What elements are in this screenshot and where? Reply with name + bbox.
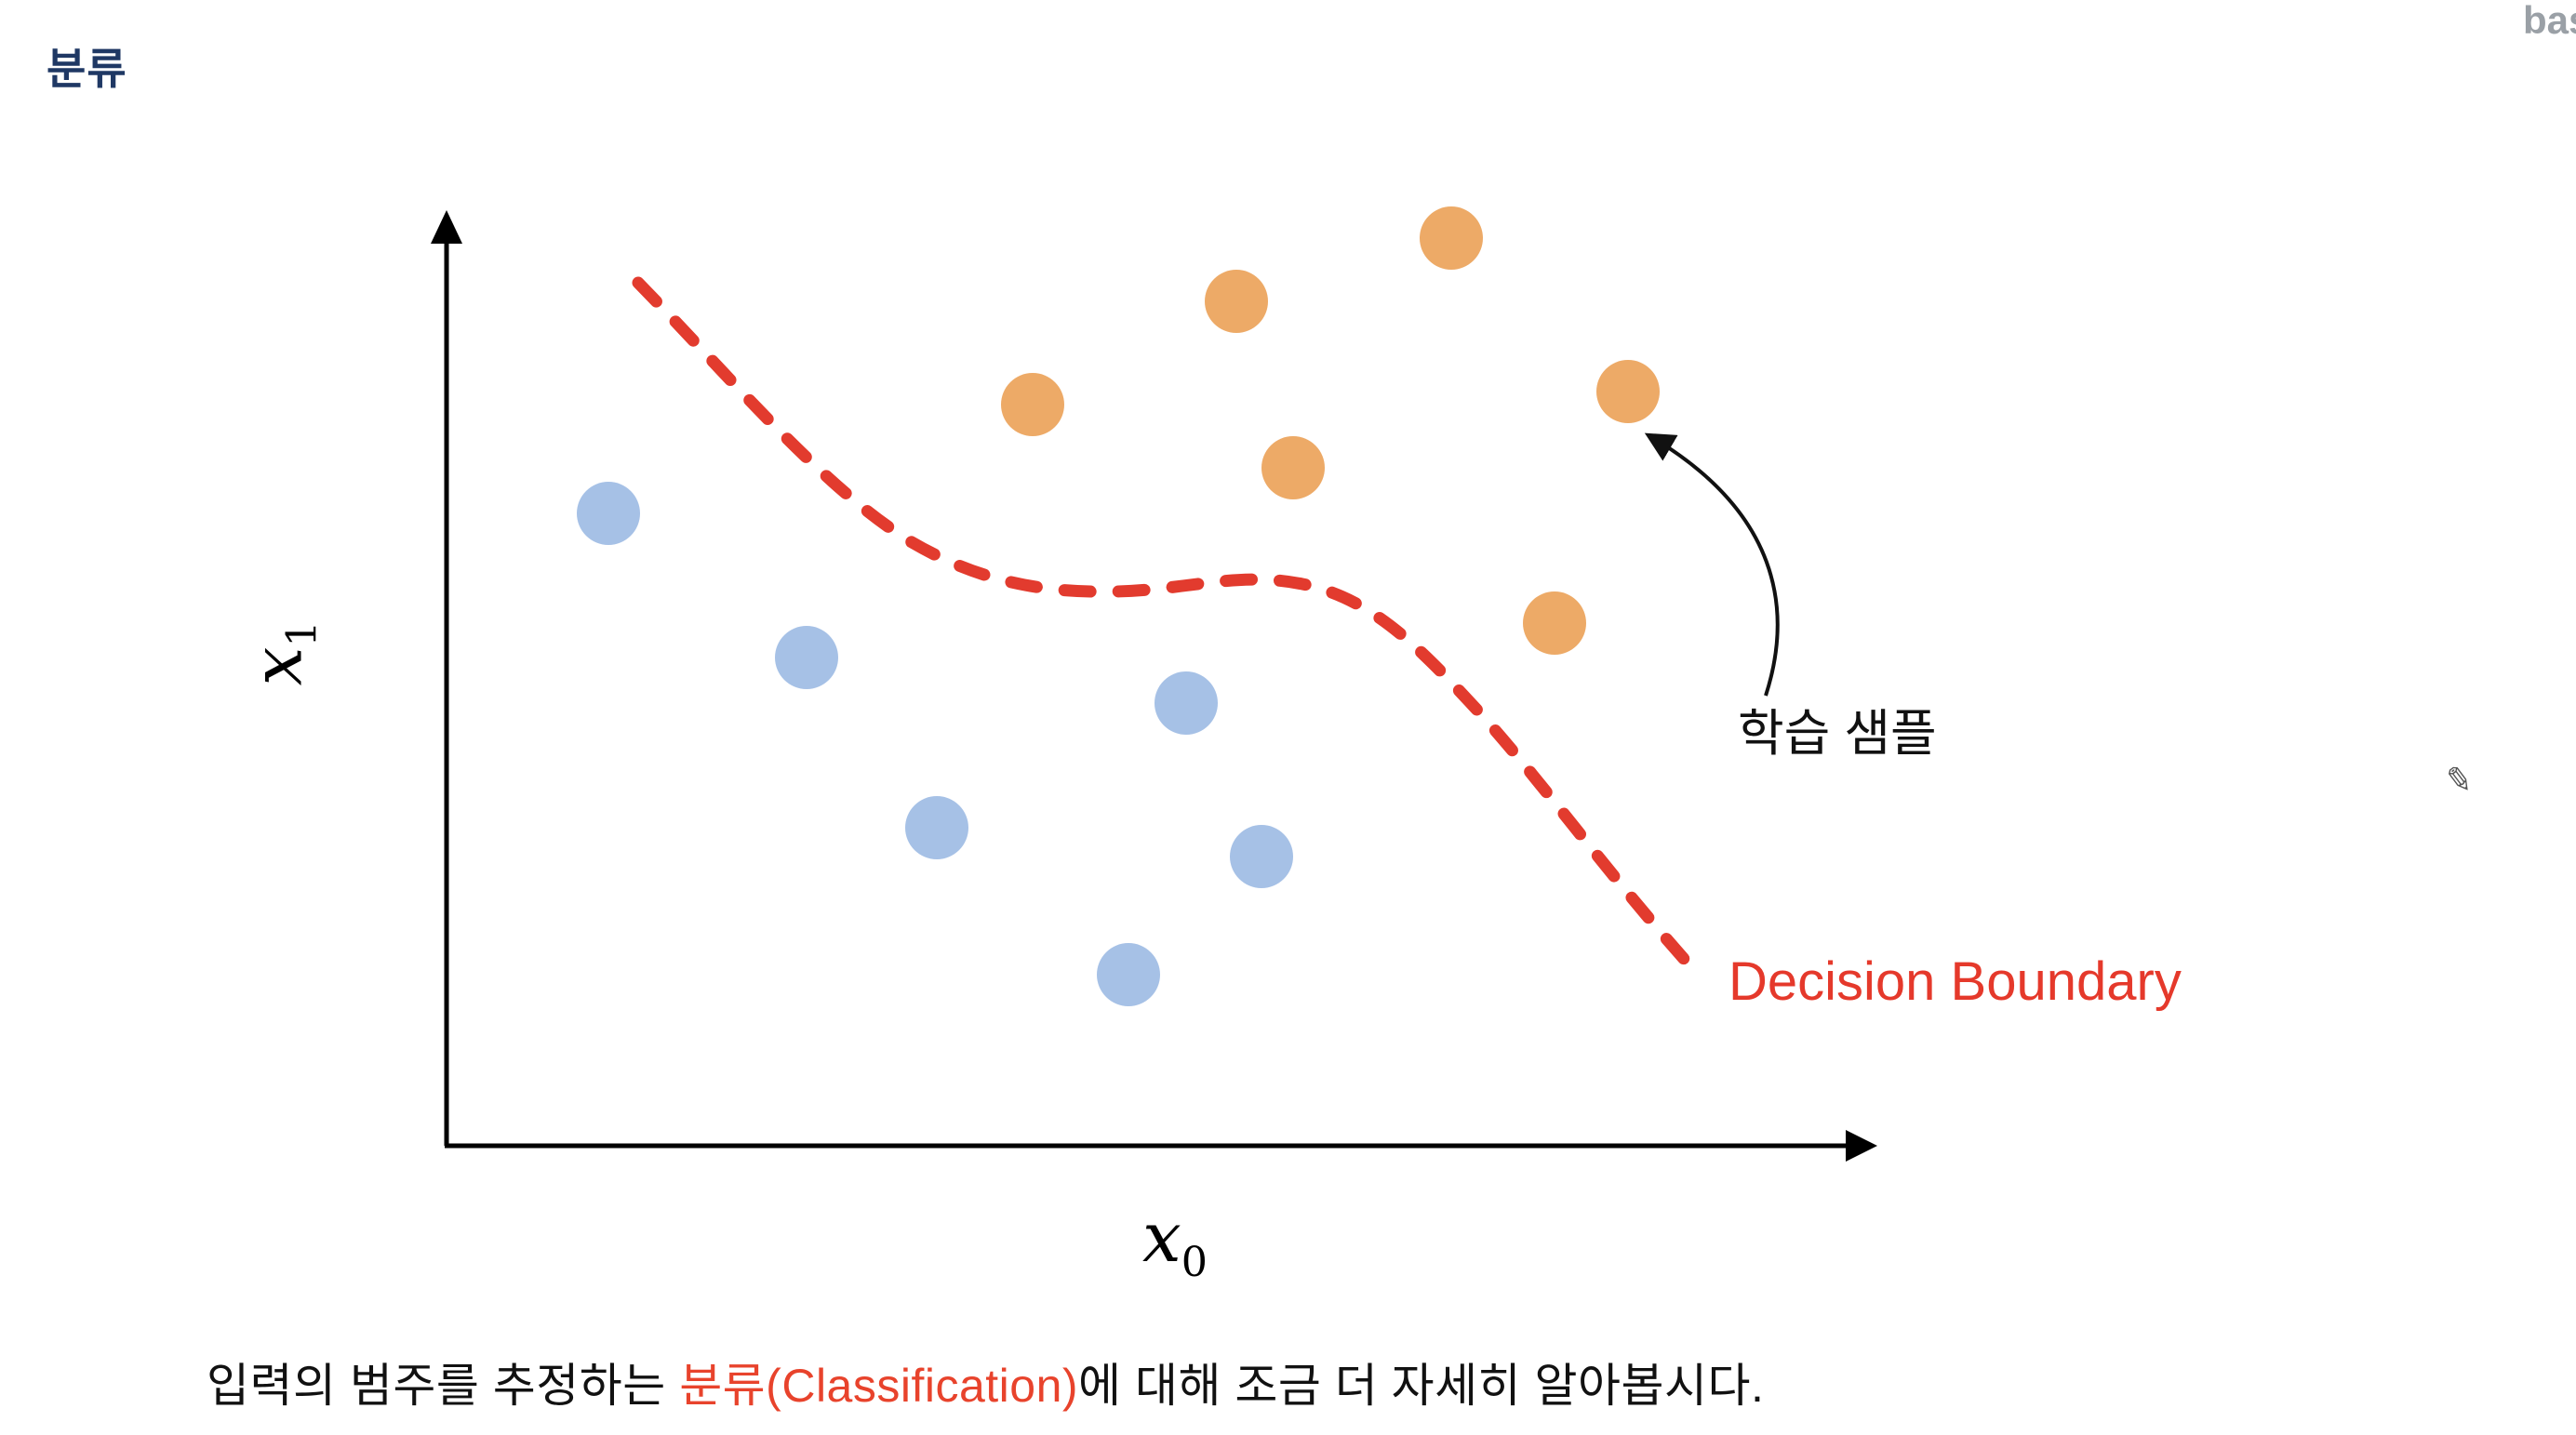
pen-cursor-icon: ✎ <box>2442 759 2476 801</box>
decision-boundary-label: Decision Boundary <box>1728 951 2182 1012</box>
class-blue-point <box>577 482 640 545</box>
class-orange-point <box>1205 270 1268 333</box>
class-blue-point <box>1155 671 1218 735</box>
training-sample-label: 학습 샘플 <box>1738 706 1937 762</box>
class-blue-point <box>1097 943 1160 1006</box>
x-axis-label-subscript: 0 <box>1181 1238 1208 1286</box>
watermark-text: bas <box>2523 0 2576 42</box>
x-axis-label: x0 <box>1142 1198 1208 1286</box>
y-axis-label-base: x <box>237 646 318 686</box>
caption-suffix: 에 대해 조금 더 자세히 알아봅시다. <box>1078 1360 1765 1412</box>
class-orange-point <box>1261 436 1325 499</box>
caption-highlight: 분류(Classification) <box>679 1360 1079 1412</box>
class-blue-point <box>1230 825 1293 888</box>
decision-boundary-curve <box>632 276 1698 974</box>
class-orange-point <box>1420 206 1483 270</box>
y-axis-arrowhead-icon <box>431 210 462 244</box>
class-orange-point <box>1001 373 1064 436</box>
class-blue-points <box>577 482 1293 1006</box>
class-orange-point <box>1596 360 1660 423</box>
class-orange-point <box>1523 591 1586 655</box>
class-orange-points <box>1001 206 1660 655</box>
caption-sentence: 입력의 범주를 추정하는 분류(Classification)에 대해 조금 더… <box>207 1349 1764 1415</box>
class-blue-point <box>775 626 838 689</box>
caption-prefix: 입력의 범주를 추정하는 <box>207 1360 680 1412</box>
page-title: 분류 <box>47 45 127 93</box>
x-axis-label-base: x <box>1142 1198 1181 1278</box>
y-axis-label: x1 <box>238 620 327 685</box>
annotation-arrow <box>1644 432 1780 697</box>
class-blue-point <box>905 796 968 859</box>
x-axis-arrowhead-icon <box>1846 1130 1877 1162</box>
y-axis-label-subscript: 1 <box>278 620 327 647</box>
data-points-layer <box>577 206 1660 1006</box>
